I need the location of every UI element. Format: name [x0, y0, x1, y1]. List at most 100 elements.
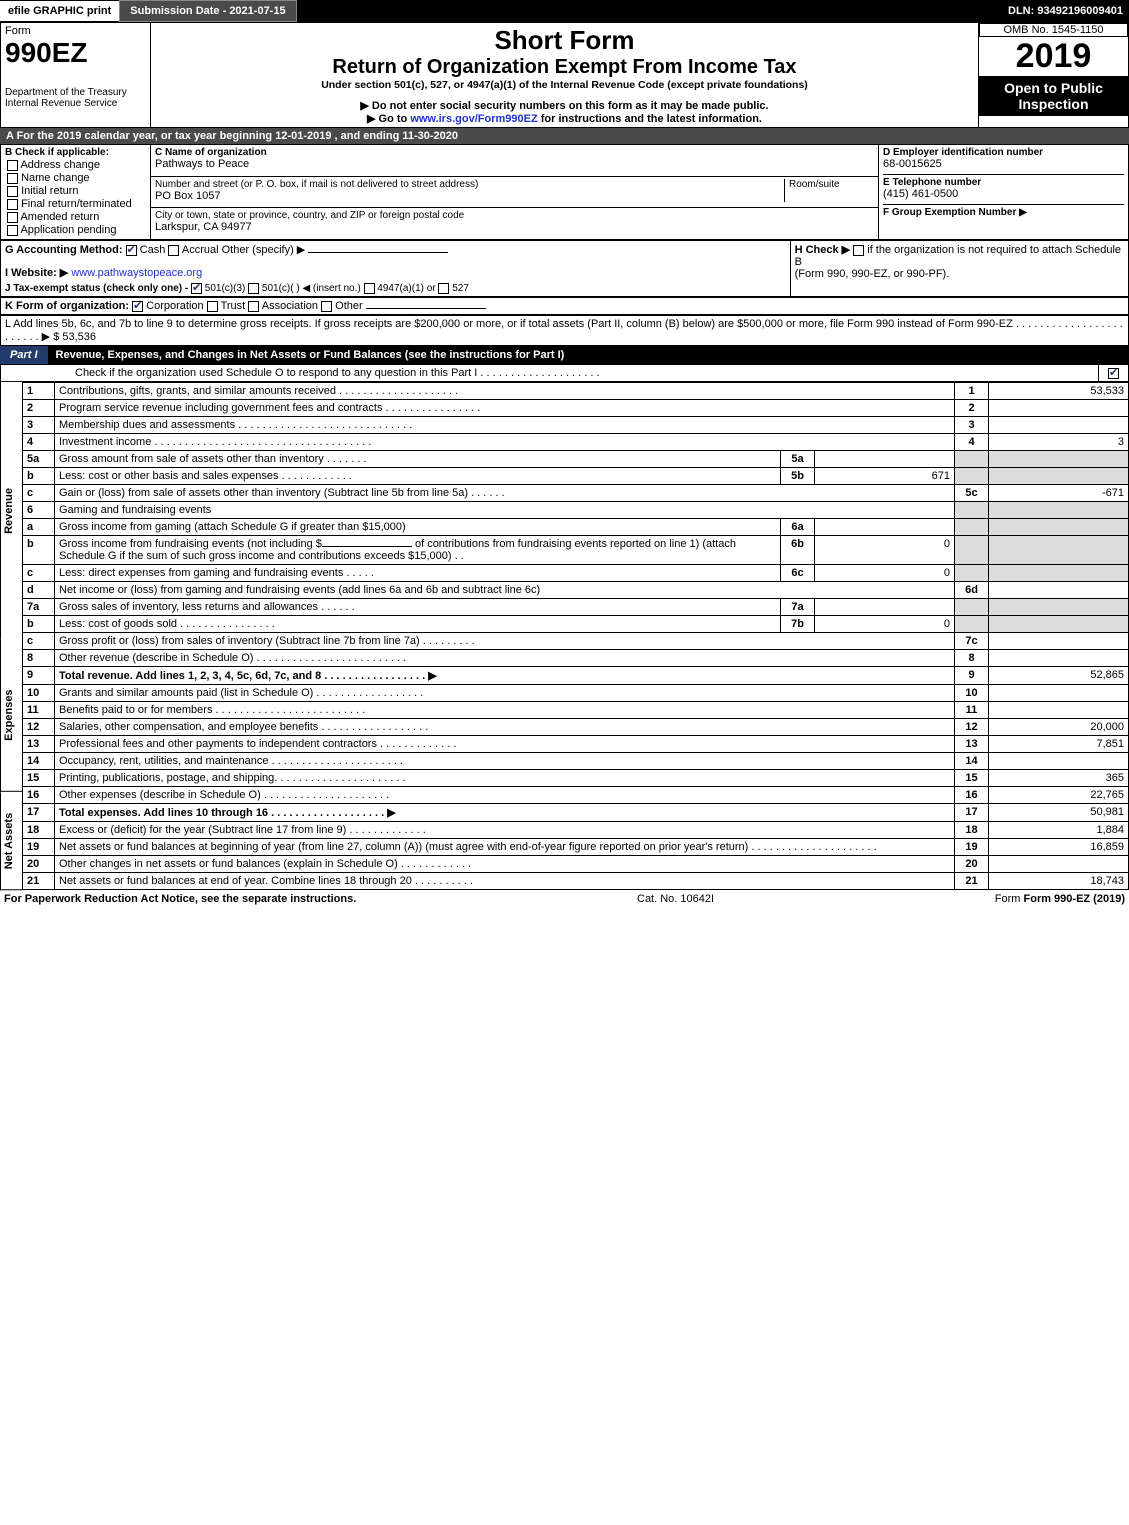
entity-info-block: B Check if applicable: Address change Na…: [0, 144, 1129, 240]
part1-lines-table: 1Contributions, gifts, grants, and simil…: [22, 382, 1129, 890]
checkbox-amended-return[interactable]: [7, 212, 18, 223]
501c3-label: 501(c)(3): [205, 283, 246, 294]
revenue-side-label: Revenue: [0, 382, 22, 640]
part1-check-row: Check if the organization used Schedule …: [0, 364, 1129, 382]
checkbox-association[interactable]: [248, 301, 259, 312]
footer-right: Form Form 990-EZ (2019): [995, 893, 1125, 905]
checkbox-other-org[interactable]: [321, 301, 332, 312]
room-suite-label: Room/suite: [789, 179, 874, 190]
line-1: 1Contributions, gifts, grants, and simil…: [23, 383, 1129, 400]
checkbox-name-change[interactable]: [7, 173, 18, 184]
line-13: 13Professional fees and other payments t…: [23, 736, 1129, 753]
website-link[interactable]: www.pathwaystopeace.org: [71, 267, 202, 279]
header-block: Form 990EZ Department of the Treasury In…: [0, 22, 1129, 128]
box-i-label: I Website: ▶: [5, 267, 68, 279]
checkbox-4947[interactable]: [364, 283, 375, 294]
checkbox-501c3[interactable]: [191, 283, 202, 294]
line-8: 8Other revenue (describe in Schedule O) …: [23, 650, 1129, 667]
checkbox-527[interactable]: [438, 283, 449, 294]
line-11: 11Benefits paid to or for members . . . …: [23, 702, 1129, 719]
checkbox-501c[interactable]: [248, 283, 259, 294]
org-address: PO Box 1057: [155, 190, 784, 202]
checkbox-cash[interactable]: [126, 245, 137, 256]
checkbox-trust[interactable]: [207, 301, 218, 312]
line-20: 20Other changes in net assets or fund ba…: [23, 856, 1129, 873]
checkbox-address-change[interactable]: [7, 160, 18, 171]
line-5c: cGain or (loss) from sale of assets othe…: [23, 485, 1129, 502]
tax-period-band: A For the 2019 calendar year, or tax yea…: [0, 128, 1129, 144]
tax-year: 2019: [979, 37, 1128, 76]
form-word: Form: [5, 25, 146, 37]
box-c-addr-label: Number and street (or P. O. box, if mail…: [155, 179, 784, 190]
irs-label: Internal Revenue Service: [5, 98, 146, 109]
checkbox-corporation[interactable]: [132, 301, 143, 312]
goto-pre: ▶ Go to: [367, 113, 410, 125]
accrual-label: Accrual: [182, 244, 219, 256]
box-b-checklist: Address change Name change Initial retur…: [5, 159, 146, 236]
checkbox-application-pending[interactable]: [7, 225, 18, 236]
ein-value: 68-0015625: [883, 158, 1124, 170]
4947-label: 4947(a)(1) or: [377, 283, 435, 294]
box-j-label: J Tax-exempt status (check only one) -: [5, 283, 188, 294]
line-7b: bLess: cost of goods sold . . . . . . . …: [23, 616, 1129, 633]
amended-return-label: Amended return: [20, 211, 99, 223]
efile-print-label[interactable]: efile GRAPHIC print: [0, 1, 119, 21]
line-5a: 5aGross amount from sale of assets other…: [23, 451, 1129, 468]
org-city: Larkspur, CA 94977: [155, 221, 874, 233]
line-18: 18Excess or (deficit) for the year (Subt…: [23, 822, 1129, 839]
line-6b-text1: Gross income from fundraising events (no…: [59, 538, 322, 550]
initial-return-label: Initial return: [21, 185, 78, 197]
telephone-value: (415) 461-0500: [883, 188, 1124, 200]
irs-form-link[interactable]: www.irs.gov/Form990EZ: [410, 113, 537, 125]
footer-form-name: Form 990-EZ (2019): [1024, 893, 1125, 905]
box-e-label: E Telephone number: [883, 174, 1124, 188]
527-label: 527: [452, 283, 469, 294]
trust-label: Trust: [221, 300, 246, 312]
box-d-label: D Employer identification number: [883, 147, 1124, 158]
under-section-text: Under section 501(c), 527, or 4947(a)(1)…: [155, 79, 974, 91]
line-6b-blank[interactable]: [322, 546, 412, 547]
part1-label: Part I: [0, 346, 48, 364]
line-3: 3Membership dues and assessments . . . .…: [23, 417, 1129, 434]
footer-middle: Cat. No. 10642I: [637, 893, 714, 905]
final-return-label: Final return/terminated: [21, 198, 132, 210]
line-6d: dNet income or (loss) from gaming and fu…: [23, 582, 1129, 599]
box-c-city-label: City or town, state or province, country…: [155, 210, 874, 221]
expenses-side-label: Expenses: [0, 640, 22, 792]
line-15: 15Printing, publications, postage, and s…: [23, 770, 1129, 787]
checkbox-part1-schedule-o[interactable]: [1108, 368, 1119, 379]
line-14: 14Occupancy, rent, utilities, and mainte…: [23, 753, 1129, 770]
box-b-label: B Check if applicable:: [5, 147, 146, 158]
part1-check-note: Check if the organization used Schedule …: [5, 367, 600, 379]
org-name: Pathways to Peace: [155, 158, 874, 170]
page-footer: For Paperwork Reduction Act Notice, see …: [0, 890, 1129, 908]
box-f-label: F Group Exemption Number ▶: [883, 204, 1124, 218]
line-9-text: Total revenue. Add lines 1, 2, 3, 4, 5c,…: [59, 670, 437, 682]
other-specify-blank[interactable]: [308, 252, 448, 253]
line-l-text: L Add lines 5b, 6c, and 7b to line 9 to …: [5, 318, 1123, 343]
l-block: L Add lines 5b, 6c, and 7b to line 9 to …: [0, 315, 1129, 346]
line-9: 9Total revenue. Add lines 1, 2, 3, 4, 5c…: [23, 667, 1129, 685]
top-bar: efile GRAPHIC print Submission Date - 20…: [0, 0, 1129, 22]
dln: DLN: 93492196009401: [1008, 5, 1129, 17]
part1-body: Revenue Expenses Net Assets 1Contributio…: [0, 382, 1129, 890]
box-c-name-label: C Name of organization: [155, 147, 874, 158]
checkbox-h[interactable]: [853, 245, 864, 256]
document-title: Return of Organization Exempt From Incom…: [155, 56, 974, 79]
checkbox-final-return[interactable]: [7, 199, 18, 210]
line-17: 17Total expenses. Add lines 10 through 1…: [23, 804, 1129, 822]
line-12: 12Salaries, other compensation, and empl…: [23, 719, 1129, 736]
box-k-label: K Form of organization:: [5, 300, 129, 312]
box-g-label: G Accounting Method:: [5, 244, 123, 256]
line-4: 4Investment income . . . . . . . . . . .…: [23, 434, 1129, 451]
line-19: 19Net assets or fund balances at beginni…: [23, 839, 1129, 856]
cash-label: Cash: [140, 244, 166, 256]
checkbox-initial-return[interactable]: [7, 186, 18, 197]
line-5b: bLess: cost or other basis and sales exp…: [23, 468, 1129, 485]
other-org-blank[interactable]: [366, 308, 486, 309]
checkbox-accrual[interactable]: [168, 245, 179, 256]
corp-label: Corporation: [146, 300, 203, 312]
line-7c: cGross profit or (loss) from sales of in…: [23, 633, 1129, 650]
line-7a: 7aGross sales of inventory, less returns…: [23, 599, 1129, 616]
omb-number: OMB No. 1545-1150: [979, 23, 1128, 37]
